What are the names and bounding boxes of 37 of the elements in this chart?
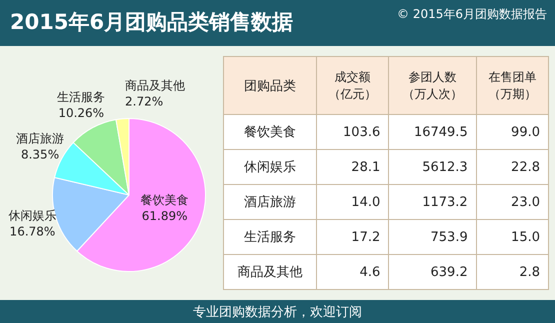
slice-label: 餐饮美食 — [140, 193, 189, 208]
text: © 2015年6月团购数据报告 — [397, 6, 547, 23]
data-label: 4.6 — [316, 254, 389, 290]
data-label: 16.78% — [10, 224, 56, 239]
slice-label: 生活服务 — [57, 90, 106, 104]
text: 在售团单（万期） — [487, 68, 538, 102]
data-label: 22.8 — [476, 150, 548, 184]
series-label: 成交额（亿元） — [328, 68, 378, 102]
text: 参团人数（万人次） — [401, 68, 464, 102]
data-label: 1173.2 — [388, 184, 476, 220]
category-label: 餐饮美食 — [224, 114, 316, 150]
category-label: 商品及其他 — [224, 254, 316, 290]
data-label: 10.26% — [58, 106, 104, 120]
data-label: 103.6 — [316, 114, 389, 150]
data-label: 61.89% — [142, 209, 188, 224]
category-label: 休闲娱乐 — [224, 150, 316, 184]
chart-title: 2015年6月团购品类销售数据 — [10, 9, 294, 36]
data-label: 14.0 — [316, 184, 389, 220]
data-label: 753.9 — [388, 220, 476, 254]
slice-label: 酒店旅游 — [16, 131, 64, 146]
data-label: 16749.5 — [388, 114, 476, 150]
data-label: 5612.3 — [388, 150, 476, 184]
data-label: 8.35% — [20, 147, 60, 162]
data-label: 2.72% — [125, 94, 164, 109]
text: 专业团购数据分析，欢迎订阅 — [0, 303, 555, 321]
text: 团购品类 — [224, 56, 316, 114]
slice-label: 商品及其他 — [125, 78, 185, 93]
category-label: 酒店旅游 — [224, 184, 316, 220]
data-label: 639.2 — [388, 254, 476, 290]
category-label: 生活服务 — [224, 220, 316, 254]
slice-label: 休闲娱乐 — [8, 208, 56, 223]
data-label: 28.1 — [316, 150, 389, 184]
data-label: 23.0 — [476, 184, 548, 220]
data-label: 2.8 — [476, 254, 548, 290]
data-label: 17.2 — [316, 220, 389, 254]
data-label: 99.0 — [476, 114, 548, 150]
data-label: 15.0 — [476, 220, 548, 254]
